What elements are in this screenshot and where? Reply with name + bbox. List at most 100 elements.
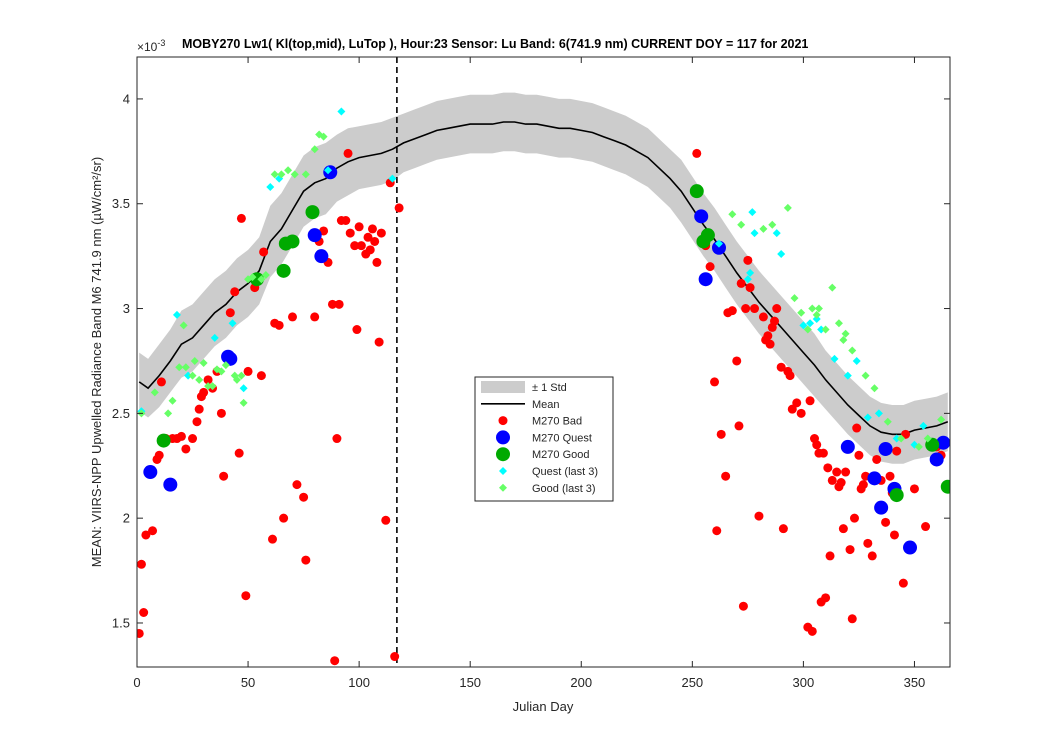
- point-m270-bad: [710, 377, 720, 387]
- point-m270-bad: [216, 408, 226, 418]
- point-m270-bad: [787, 404, 797, 414]
- point-m270-bad: [367, 224, 377, 234]
- point-m270-bad: [345, 228, 355, 238]
- point-m270-bad: [230, 287, 240, 297]
- y-axis: 1.5 2 2.5 3 3.5 4: [112, 91, 950, 630]
- point-m270-quest: [323, 165, 338, 180]
- point-good-last-3: [848, 346, 857, 355]
- point-m270-good: [285, 234, 300, 249]
- y-tick-label: 2: [123, 511, 130, 526]
- legend-marker: [499, 467, 507, 475]
- point-good-last-3: [839, 335, 848, 344]
- point-m270-bad: [225, 308, 235, 318]
- point-good-last-3: [728, 210, 737, 219]
- point-m270-bad: [738, 601, 748, 611]
- point-m270-quest: [143, 465, 158, 480]
- point-m270-quest: [307, 228, 322, 243]
- y-tick-label: 4: [123, 91, 130, 106]
- point-m270-bad: [872, 454, 882, 464]
- point-good-last-3: [270, 170, 279, 179]
- point-m270-bad: [898, 578, 908, 588]
- point-m270-good: [689, 184, 704, 199]
- point-m270-bad: [354, 222, 364, 232]
- point-m270-quest: [840, 439, 855, 454]
- point-m270-bad: [299, 492, 309, 502]
- point-m270-bad: [750, 304, 760, 314]
- legend-marker: [496, 447, 510, 462]
- legend-label: Good (last 3): [532, 483, 596, 495]
- point-m270-bad: [330, 656, 340, 666]
- point-m270-bad: [847, 614, 857, 624]
- point-good-last-3: [190, 356, 199, 365]
- point-good-last-3: [897, 434, 906, 443]
- point-quest-last-3: [324, 166, 333, 175]
- point-good-last-3: [870, 384, 879, 393]
- x-axis-label: Julian Day: [513, 699, 574, 714]
- point-m270-bad: [921, 522, 931, 532]
- point-m270-bad: [818, 448, 828, 458]
- point-m270-bad: [778, 524, 788, 534]
- point-m270-quest: [936, 435, 950, 450]
- point-good-last-3: [168, 396, 177, 405]
- point-good-last-3: [861, 371, 870, 380]
- point-quest-last-3: [874, 409, 883, 418]
- point-quest-last-3: [172, 310, 181, 319]
- point-good-last-3: [759, 224, 768, 233]
- point-good-last-3: [199, 359, 208, 368]
- point-good-last-3: [164, 409, 173, 418]
- point-m270-bad: [716, 429, 726, 439]
- point-quest-last-3: [750, 229, 759, 238]
- point-m270-bad: [365, 245, 375, 255]
- y-axis-label: MEAN: VIIRS-NPP Upwelled Radiance Band M…: [89, 157, 104, 567]
- point-m270-bad: [849, 513, 859, 523]
- point-m270-bad: [692, 148, 702, 158]
- point-quest-last-3: [806, 319, 815, 328]
- y-tick-label: 3: [123, 301, 130, 316]
- point-m270-bad: [259, 247, 269, 257]
- point-quest-last-3: [892, 434, 901, 443]
- point-m270-bad: [390, 652, 400, 662]
- point-good-last-3: [248, 273, 257, 282]
- point-quest-last-3: [812, 315, 821, 324]
- point-quest-last-3: [919, 421, 928, 430]
- x-tick-label: 100: [348, 675, 370, 690]
- y-tick-label: 2.5: [112, 406, 130, 421]
- point-m270-bad: [292, 480, 302, 490]
- point-m270-bad: [770, 316, 780, 326]
- point-m270-bad: [796, 408, 806, 418]
- point-good-last-3: [923, 434, 932, 443]
- point-quest-last-3: [239, 384, 248, 393]
- point-m270-bad: [863, 538, 873, 548]
- point-good-last-3: [914, 442, 923, 451]
- point-good-last-3: [834, 319, 843, 328]
- point-m270-bad: [889, 530, 899, 540]
- x-tick-label: 350: [904, 675, 926, 690]
- point-m270-bad: [199, 387, 209, 397]
- point-m270-bad: [854, 450, 864, 460]
- point-good-last-3: [195, 375, 204, 384]
- point-m270-bad: [734, 421, 744, 431]
- plot-area: [137, 57, 950, 667]
- point-m270-bad: [772, 304, 782, 314]
- point-m270-bad: [370, 236, 380, 246]
- point-m270-good: [276, 263, 291, 278]
- point-quest-last-3: [748, 208, 757, 217]
- point-m270-bad: [137, 559, 146, 569]
- point-m270-quest: [314, 249, 329, 264]
- point-good-last-3: [261, 271, 270, 280]
- point-quest-last-3: [746, 268, 755, 277]
- point-quest-last-3: [772, 229, 781, 238]
- point-m270-bad: [721, 471, 731, 481]
- point-m270-bad: [243, 366, 253, 376]
- point-m270-bad: [203, 375, 213, 385]
- point-good-last-3: [221, 361, 230, 370]
- point-m270-bad: [858, 480, 868, 490]
- point-good-last-3: [301, 170, 310, 179]
- point-m270-bad: [825, 551, 835, 561]
- point-quest-last-3: [714, 239, 723, 248]
- point-good-last-3: [208, 382, 217, 391]
- legend-marker: [499, 483, 507, 492]
- point-quest-last-3: [852, 356, 861, 365]
- point-good-last-3: [232, 375, 241, 384]
- point-good-last-3: [737, 220, 746, 229]
